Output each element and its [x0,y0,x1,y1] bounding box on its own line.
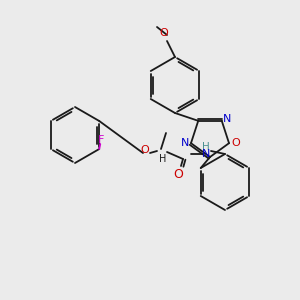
Text: O: O [232,138,240,148]
Text: O: O [160,28,168,38]
Text: H: H [159,154,167,164]
Text: N: N [181,138,189,148]
Text: N: N [223,114,231,124]
Text: O: O [141,145,149,155]
Text: F: F [98,135,104,145]
Text: H: H [202,142,210,152]
Text: O: O [173,167,183,181]
Text: N: N [202,149,210,159]
